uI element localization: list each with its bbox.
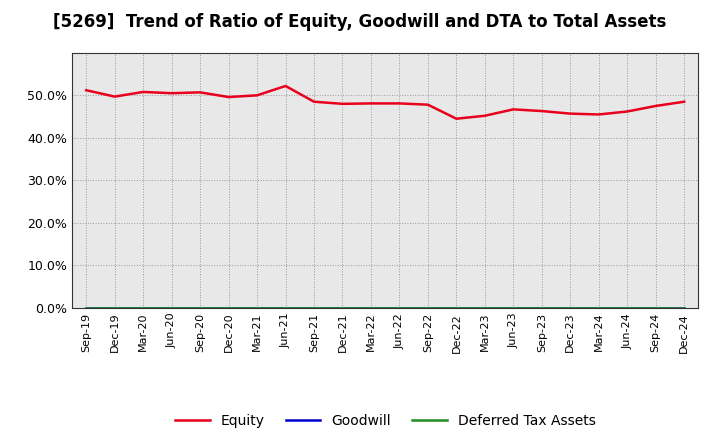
Equity <box>110 94 119 99</box>
Equity <box>338 101 347 106</box>
Deferred Tax Assets <box>282 305 290 311</box>
Deferred Tax Assets <box>537 305 546 311</box>
Goodwill <box>452 305 461 311</box>
Deferred Tax Assets <box>480 305 489 311</box>
Goodwill <box>225 305 233 311</box>
Equity <box>253 93 261 98</box>
Goodwill <box>652 305 660 311</box>
Goodwill <box>595 305 603 311</box>
Deferred Tax Assets <box>225 305 233 311</box>
Deferred Tax Assets <box>509 305 518 311</box>
Line: Equity: Equity <box>86 86 684 119</box>
Goodwill <box>310 305 318 311</box>
Equity <box>566 111 575 116</box>
Equity <box>196 90 204 95</box>
Text: [5269]  Trend of Ratio of Equity, Goodwill and DTA to Total Assets: [5269] Trend of Ratio of Equity, Goodwil… <box>53 13 667 31</box>
Equity <box>480 113 489 118</box>
Deferred Tax Assets <box>196 305 204 311</box>
Deferred Tax Assets <box>623 305 631 311</box>
Deferred Tax Assets <box>82 305 91 311</box>
Deferred Tax Assets <box>680 305 688 311</box>
Equity <box>680 99 688 104</box>
Deferred Tax Assets <box>310 305 318 311</box>
Goodwill <box>423 305 432 311</box>
Equity <box>452 116 461 121</box>
Deferred Tax Assets <box>139 305 148 311</box>
Deferred Tax Assets <box>110 305 119 311</box>
Goodwill <box>253 305 261 311</box>
Deferred Tax Assets <box>452 305 461 311</box>
Equity <box>395 101 404 106</box>
Goodwill <box>139 305 148 311</box>
Equity <box>225 95 233 100</box>
Deferred Tax Assets <box>366 305 375 311</box>
Goodwill <box>338 305 347 311</box>
Deferred Tax Assets <box>595 305 603 311</box>
Goodwill <box>282 305 290 311</box>
Equity <box>537 108 546 114</box>
Equity <box>423 102 432 107</box>
Goodwill <box>537 305 546 311</box>
Goodwill <box>680 305 688 311</box>
Goodwill <box>196 305 204 311</box>
Deferred Tax Assets <box>652 305 660 311</box>
Goodwill <box>366 305 375 311</box>
Goodwill <box>167 305 176 311</box>
Deferred Tax Assets <box>253 305 261 311</box>
Deferred Tax Assets <box>566 305 575 311</box>
Goodwill <box>480 305 489 311</box>
Equity <box>82 88 91 93</box>
Equity <box>282 83 290 88</box>
Legend: Equity, Goodwill, Deferred Tax Assets: Equity, Goodwill, Deferred Tax Assets <box>169 409 601 434</box>
Deferred Tax Assets <box>167 305 176 311</box>
Equity <box>310 99 318 104</box>
Equity <box>167 91 176 96</box>
Deferred Tax Assets <box>423 305 432 311</box>
Goodwill <box>566 305 575 311</box>
Equity <box>595 112 603 117</box>
Equity <box>509 107 518 112</box>
Goodwill <box>110 305 119 311</box>
Goodwill <box>509 305 518 311</box>
Goodwill <box>395 305 404 311</box>
Deferred Tax Assets <box>395 305 404 311</box>
Goodwill <box>82 305 91 311</box>
Equity <box>139 89 148 95</box>
Equity <box>366 101 375 106</box>
Deferred Tax Assets <box>338 305 347 311</box>
Equity <box>623 109 631 114</box>
Equity <box>652 103 660 109</box>
Goodwill <box>623 305 631 311</box>
